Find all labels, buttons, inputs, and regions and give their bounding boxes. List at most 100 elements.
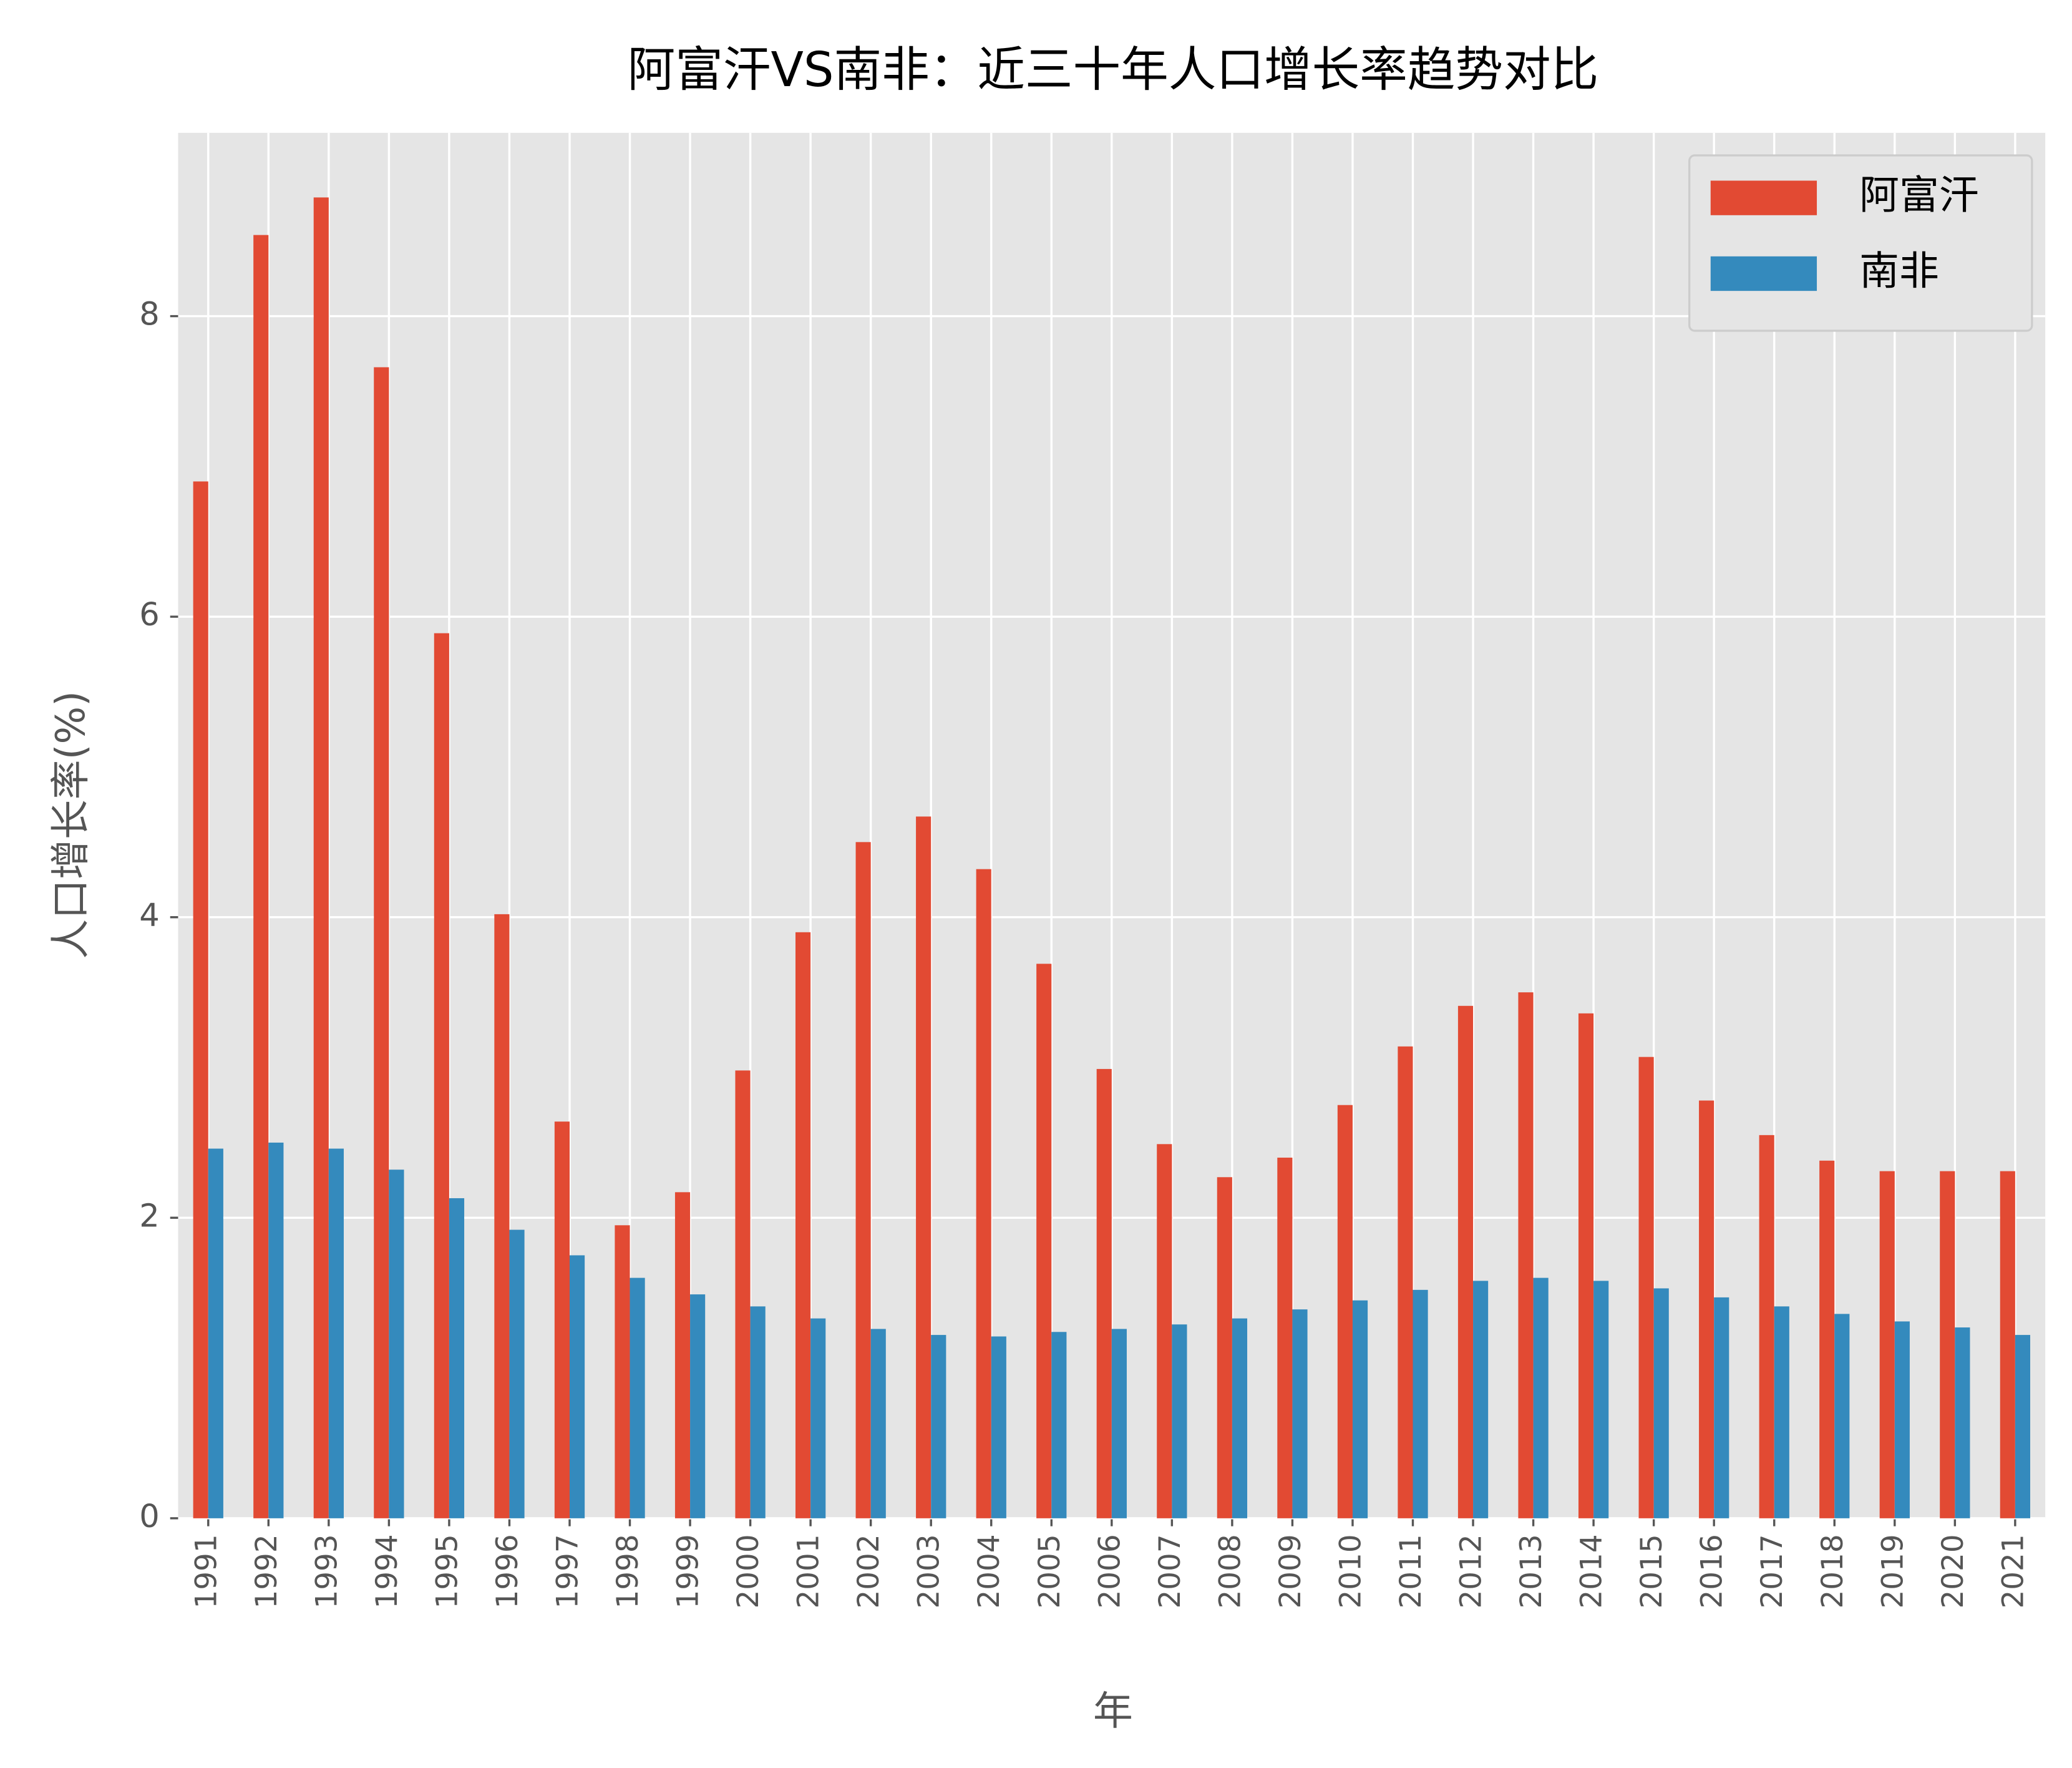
x-tick-label: 2017 (1756, 1534, 1789, 1608)
bar (1172, 1324, 1187, 1518)
bar (1955, 1327, 1970, 1518)
x-tick-label: 1997 (551, 1534, 585, 1608)
bar (795, 932, 811, 1518)
x-tick-label: 2003 (913, 1534, 946, 1608)
bar (208, 1148, 223, 1518)
y-tick-label: 0 (139, 1498, 160, 1535)
bar (991, 1336, 1006, 1518)
x-tick-label: 2013 (1515, 1534, 1549, 1608)
x-tick-label: 2010 (1334, 1534, 1368, 1608)
bar (1578, 1013, 1594, 1518)
y-axis-label: 人口增长率(%) (48, 691, 94, 959)
bar (193, 481, 208, 1518)
bar (1533, 1277, 1549, 1518)
bar (2015, 1335, 2031, 1518)
bar (630, 1277, 645, 1518)
x-tick-label: 2016 (1696, 1534, 1729, 1608)
bar (449, 1198, 465, 1518)
y-tick-label: 6 (139, 597, 160, 633)
x-tick-label: 1991 (190, 1534, 223, 1608)
bar (1096, 1068, 1112, 1518)
bar (931, 1335, 946, 1518)
bar (1051, 1332, 1067, 1518)
bar (1774, 1306, 1789, 1518)
chart-title: 阿富汗VS南非：近三十年人口增长率趋势对比 (628, 42, 1599, 98)
x-tick-label: 1996 (491, 1534, 525, 1608)
legend-label: 南非 (1859, 248, 1939, 295)
legend-label: 阿富汗 (1859, 173, 1979, 219)
x-axis-label: 年 (1093, 1688, 1133, 1734)
bar (750, 1306, 766, 1518)
bar (1834, 1314, 1850, 1518)
bar (810, 1318, 826, 1518)
x-tick-label: 1999 (672, 1534, 706, 1608)
bar (1111, 1329, 1127, 1518)
x-tick-label: 2000 (732, 1534, 766, 1608)
bar (1473, 1281, 1489, 1518)
bar (253, 235, 269, 1518)
bar (870, 1329, 886, 1518)
bar (328, 1148, 344, 1518)
x-tick-label: 2021 (1997, 1534, 2030, 1608)
bar (1894, 1321, 1910, 1518)
bar (690, 1294, 706, 1518)
bar (1593, 1281, 1609, 1518)
bar (1413, 1289, 1428, 1518)
y-tick-label: 4 (139, 897, 160, 934)
bar (1398, 1046, 1413, 1518)
bar (855, 842, 871, 1518)
x-tick-label: 1992 (250, 1534, 284, 1608)
bar (1352, 1300, 1368, 1518)
x-tick-label: 2011 (1394, 1534, 1428, 1608)
bar (569, 1255, 585, 1518)
bar (434, 633, 449, 1518)
bar (494, 914, 510, 1518)
bar (1337, 1105, 1353, 1518)
x-tick-label: 2001 (792, 1534, 826, 1608)
bar (976, 869, 991, 1518)
bar (1714, 1297, 1729, 1518)
x-tick-label: 2005 (1033, 1534, 1067, 1608)
bar (1879, 1171, 1895, 1518)
bar (916, 816, 931, 1518)
x-tick-label: 2018 (1816, 1534, 1850, 1608)
bar (1457, 1005, 1474, 1518)
bar (1292, 1309, 1308, 1518)
x-tick-label: 1995 (430, 1534, 464, 1608)
x-tick-label: 1993 (310, 1534, 344, 1608)
bar (1036, 964, 1052, 1518)
bar (1699, 1100, 1715, 1518)
legend-swatch (1710, 180, 1817, 215)
legend-swatch (1710, 256, 1817, 291)
bar (509, 1229, 525, 1518)
bar (1638, 1057, 1654, 1518)
x-tick-label: 2007 (1154, 1534, 1187, 1608)
x-tick-label: 2008 (1214, 1534, 1247, 1608)
y-tick-label: 2 (139, 1198, 160, 1234)
bar (1819, 1160, 1835, 1518)
x-tick-label: 2006 (1093, 1534, 1127, 1608)
x-tick-label: 2002 (852, 1534, 886, 1608)
x-tick-label: 1994 (371, 1534, 404, 1608)
bar (554, 1121, 570, 1518)
x-tick-label: 2004 (973, 1534, 1006, 1608)
x-tick-label: 2015 (1635, 1534, 1669, 1608)
bar (2000, 1171, 2015, 1518)
bar (1277, 1157, 1293, 1518)
bar (1518, 992, 1534, 1518)
x-tick-label: 2019 (1876, 1534, 1910, 1608)
bar (615, 1225, 630, 1518)
bar (1217, 1177, 1232, 1518)
bar (1653, 1288, 1669, 1518)
bar (1232, 1318, 1248, 1518)
bar (374, 367, 389, 1518)
x-tick-label: 1998 (611, 1534, 645, 1608)
bar (674, 1192, 691, 1518)
bar (1157, 1144, 1172, 1518)
bar (268, 1142, 284, 1518)
x-tick-label: 2014 (1575, 1534, 1609, 1608)
x-tick-label: 2020 (1937, 1534, 1970, 1608)
bar (1759, 1135, 1774, 1518)
